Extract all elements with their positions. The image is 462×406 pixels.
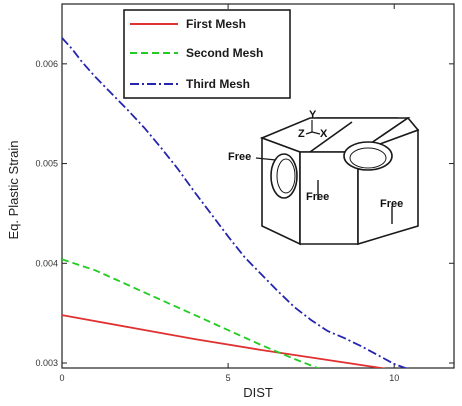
- inset-label-free-middle: Free: [306, 191, 329, 203]
- y-tick-label: 0.005: [35, 159, 58, 169]
- legend-label-second-mesh: Second Mesh: [186, 46, 263, 60]
- x-tick-label: 0: [59, 373, 64, 383]
- inset-label-free-left: Free: [228, 151, 251, 163]
- axis-ticks: 0 5 10 0.003 0.004 0.005 0.006: [35, 4, 454, 383]
- inset-block-diagram: [255, 116, 420, 246]
- series-line-third-mesh: [62, 37, 408, 368]
- legend-label-third-mesh: Third Mesh: [186, 77, 250, 91]
- x-tick-label: 5: [226, 373, 231, 383]
- x-axis-title: DIST: [243, 385, 273, 400]
- hole-left: [270, 153, 298, 199]
- y-tick-label: 0.003: [35, 358, 58, 368]
- hole-top-inner: [349, 147, 387, 169]
- legend-label-first-mesh: First Mesh: [186, 17, 246, 31]
- triad-label-y: Y: [309, 109, 317, 121]
- hole-left-inner: [276, 158, 296, 194]
- legend: First Mesh Second Mesh Third Mesh: [123, 9, 291, 99]
- free-arrow: [255, 157, 277, 161]
- triad-x-axis: [311, 131, 321, 135]
- triad-label-x: X: [320, 128, 328, 140]
- triad-z-axis: [305, 131, 313, 135]
- inset-label-free-right: Free: [380, 198, 403, 210]
- y-tick-label: 0.006: [35, 59, 58, 69]
- block-top-divider: [309, 121, 353, 153]
- y-axis-title: Eq. Plastic Strain: [6, 141, 21, 240]
- x-tick-label: 10: [389, 373, 399, 383]
- hole-top: [343, 141, 393, 171]
- y-tick-label: 0.004: [35, 258, 58, 268]
- series-layer: [62, 37, 408, 368]
- triad-label-z: Z: [298, 128, 305, 140]
- series-line-first-mesh: [62, 314, 387, 368]
- plot-frame: [61, 3, 455, 369]
